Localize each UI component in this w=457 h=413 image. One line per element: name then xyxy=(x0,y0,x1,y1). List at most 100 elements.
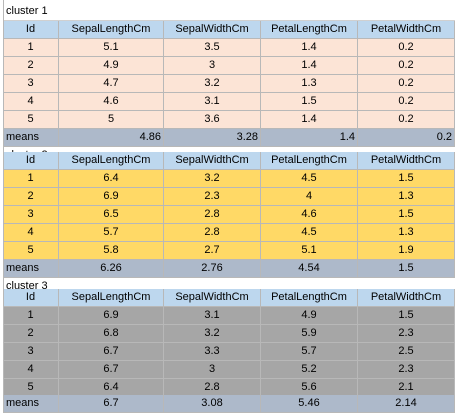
cell-petal-width[interactable]: 1.9 xyxy=(358,242,455,260)
cell-petal-width[interactable]: 1.3 xyxy=(358,224,455,242)
cell-id[interactable]: 5 xyxy=(3,242,59,260)
cell-petal-width[interactable]: 0.2 xyxy=(358,111,455,129)
mean-sepal-length[interactable]: 4.86 xyxy=(59,129,164,147)
mean-sepal-width[interactable]: 3.28 xyxy=(164,129,261,147)
header-id[interactable]: Id xyxy=(3,289,59,307)
header-id[interactable]: Id xyxy=(3,21,59,39)
cell-sepal-width[interactable]: 3.2 xyxy=(164,325,261,343)
cell-sepal-width[interactable]: 3 xyxy=(164,57,261,75)
means-label[interactable]: means xyxy=(3,129,59,147)
cell-id[interactable]: 2 xyxy=(3,57,59,75)
cell-petal-width[interactable]: 1.5 xyxy=(358,307,455,325)
cell-sepal-length[interactable]: 6.8 xyxy=(59,325,164,343)
cell-petal-length[interactable]: 4.5 xyxy=(261,224,358,242)
means-label[interactable]: means xyxy=(3,260,59,278)
cell-petal-width[interactable]: 1.5 xyxy=(358,170,455,188)
cell-sepal-length[interactable]: 6.7 xyxy=(59,361,164,379)
header-petal-width[interactable]: PetalWidthCm xyxy=(358,21,455,39)
cell-sepal-width[interactable]: 2.3 xyxy=(164,188,261,206)
mean-sepal-width[interactable]: 2.76 xyxy=(164,260,261,278)
cell-sepal-length[interactable]: 6.5 xyxy=(59,206,164,224)
cell-petal-width[interactable]: 1.3 xyxy=(358,188,455,206)
cell-id[interactable]: 2 xyxy=(3,188,59,206)
header-id[interactable]: Id xyxy=(3,152,59,170)
cell-sepal-length[interactable]: 5 xyxy=(59,111,164,129)
cell-sepal-length[interactable]: 4.6 xyxy=(59,93,164,111)
header-sepal-length[interactable]: SepalLengthCm xyxy=(59,152,164,170)
cell-id[interactable]: 4 xyxy=(3,361,59,379)
cell-petal-length[interactable]: 5.9 xyxy=(261,325,358,343)
mean-petal-length[interactable]: 5.46 xyxy=(261,395,358,413)
mean-petal-width[interactable]: 0.2 xyxy=(358,129,455,147)
header-sepal-width[interactable]: SepalWidthCm xyxy=(164,152,261,170)
cell-petal-width[interactable]: 1.5 xyxy=(358,206,455,224)
cell-id[interactable]: 1 xyxy=(3,39,59,57)
mean-petal-length[interactable]: 1.4 xyxy=(261,129,358,147)
cell-id[interactable]: 2 xyxy=(3,325,59,343)
mean-petal-width[interactable]: 2.14 xyxy=(358,395,455,413)
mean-sepal-length[interactable]: 6.26 xyxy=(59,260,164,278)
cell-petal-length[interactable]: 4.5 xyxy=(261,170,358,188)
cell-sepal-length[interactable]: 6.7 xyxy=(59,343,164,361)
cell-sepal-length[interactable]: 4.7 xyxy=(59,75,164,93)
cell-petal-length[interactable]: 1.3 xyxy=(261,75,358,93)
cell-petal-width[interactable]: 0.2 xyxy=(358,39,455,57)
cell-sepal-width[interactable]: 2.8 xyxy=(164,206,261,224)
cell-petal-width[interactable]: 0.2 xyxy=(358,93,455,111)
cell-id[interactable]: 3 xyxy=(3,206,59,224)
header-sepal-width[interactable]: SepalWidthCm xyxy=(164,289,261,307)
cell-sepal-width[interactable]: 3.3 xyxy=(164,343,261,361)
cell-sepal-width[interactable]: 3.6 xyxy=(164,111,261,129)
cell-petal-length[interactable]: 5.1 xyxy=(261,242,358,260)
cell-petal-length[interactable]: 4.6 xyxy=(261,206,358,224)
cell-sepal-length[interactable]: 5.7 xyxy=(59,224,164,242)
cell-petal-length[interactable]: 5.7 xyxy=(261,343,358,361)
cell-petal-width[interactable]: 2.3 xyxy=(358,361,455,379)
cell-sepal-width[interactable]: 3.1 xyxy=(164,307,261,325)
header-petal-length[interactable]: PetalLengthCm xyxy=(261,21,358,39)
cell-sepal-width[interactable]: 3.1 xyxy=(164,93,261,111)
cell-petal-length[interactable]: 1.4 xyxy=(261,39,358,57)
header-petal-length[interactable]: PetalLengthCm xyxy=(261,289,358,307)
cell-sepal-width[interactable]: 2.8 xyxy=(164,224,261,242)
cell-sepal-width[interactable]: 3.2 xyxy=(164,170,261,188)
mean-petal-length[interactable]: 4.54 xyxy=(261,260,358,278)
header-petal-width[interactable]: PetalWidthCm xyxy=(358,152,455,170)
cluster-1-title[interactable]: cluster 1 xyxy=(3,3,455,21)
cell-sepal-width[interactable]: 3 xyxy=(164,361,261,379)
cell-id[interactable]: 4 xyxy=(3,93,59,111)
cell-petal-width[interactable]: 2.3 xyxy=(358,325,455,343)
cell-id[interactable]: 1 xyxy=(3,170,59,188)
cell-id[interactable]: 5 xyxy=(3,111,59,129)
header-petal-length[interactable]: PetalLengthCm xyxy=(261,152,358,170)
cell-id[interactable]: 4 xyxy=(3,224,59,242)
cell-sepal-length[interactable]: 6.9 xyxy=(59,188,164,206)
cell-sepal-width[interactable]: 3.5 xyxy=(164,39,261,57)
header-sepal-width[interactable]: SepalWidthCm xyxy=(164,21,261,39)
cell-id[interactable]: 1 xyxy=(3,307,59,325)
header-sepal-length[interactable]: SepalLengthCm xyxy=(59,21,164,39)
cell-petal-length[interactable]: 1.4 xyxy=(261,111,358,129)
means-label[interactable]: means xyxy=(3,395,59,413)
cell-sepal-length[interactable]: 6.4 xyxy=(59,170,164,188)
cell-petal-width[interactable]: 0.2 xyxy=(358,57,455,75)
cell-petal-length[interactable]: 1.5 xyxy=(261,93,358,111)
cell-petal-length[interactable]: 4.9 xyxy=(261,307,358,325)
cell-sepal-length[interactable]: 4.9 xyxy=(59,57,164,75)
mean-sepal-length[interactable]: 6.7 xyxy=(59,395,164,413)
cell-petal-length[interactable]: 4 xyxy=(261,188,358,206)
cell-petal-length[interactable]: 5.2 xyxy=(261,361,358,379)
cell-sepal-width[interactable]: 2.7 xyxy=(164,242,261,260)
cell-sepal-length[interactable]: 5.8 xyxy=(59,242,164,260)
header-sepal-length[interactable]: SepalLengthCm xyxy=(59,289,164,307)
header-petal-width[interactable]: PetalWidthCm xyxy=(358,289,455,307)
mean-petal-width[interactable]: 1.5 xyxy=(358,260,455,278)
cell-id[interactable]: 3 xyxy=(3,343,59,361)
cell-petal-length[interactable]: 1.4 xyxy=(261,57,358,75)
cell-id[interactable]: 3 xyxy=(3,75,59,93)
cell-petal-width[interactable]: 0.2 xyxy=(358,75,455,93)
cell-sepal-length[interactable]: 6.9 xyxy=(59,307,164,325)
cell-sepal-length[interactable]: 5.1 xyxy=(59,39,164,57)
cell-sepal-width[interactable]: 3.2 xyxy=(164,75,261,93)
mean-sepal-width[interactable]: 3.08 xyxy=(164,395,261,413)
